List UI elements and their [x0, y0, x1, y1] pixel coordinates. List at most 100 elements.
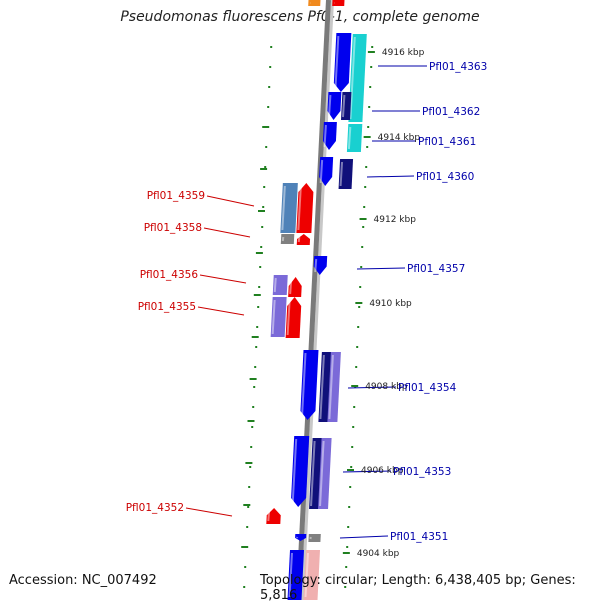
scale-label: 4914 kbp: [378, 133, 421, 143]
gene-feature-top: [332, 0, 344, 6]
tick-inner: [255, 346, 257, 348]
tick-inner: [261, 226, 263, 228]
tick-inner: [265, 146, 267, 148]
backbone: [299, 0, 333, 600]
gene-feature-4358-pair: [281, 234, 295, 244]
tick-major-inner: [241, 546, 248, 548]
tick-inner: [262, 206, 264, 208]
gene-feature-4359-pair: [280, 183, 298, 233]
tick-outer: [371, 46, 373, 48]
tick-outer: [367, 126, 369, 128]
tick-inner: [269, 66, 271, 68]
gene-label: Pfl01_4359: [147, 190, 205, 202]
tick-outer: [362, 226, 364, 228]
tick-outer: [368, 106, 370, 108]
tick-inner: [256, 326, 258, 328]
scale-label: 4912 kbp: [374, 215, 417, 225]
scale-tick: [364, 136, 371, 138]
gene-feature-4358-shine: [299, 237, 300, 242]
backbone-shadow: [303, 0, 333, 600]
tick-major-inner: [256, 252, 263, 254]
scale-tick: [347, 469, 354, 471]
tick-inner: [267, 106, 269, 108]
gene-feature-4362-pair-shine: [343, 95, 344, 117]
gene-label: Pfl01_4356: [140, 269, 199, 281]
tick-major-inner: [250, 378, 257, 380]
gene-feature-4363-ext: [348, 34, 366, 122]
tick-major-inner: [258, 210, 265, 212]
gene-feature-4361-ext-shine: [349, 127, 350, 149]
tick-inner: [257, 306, 259, 308]
tick-outer: [353, 406, 355, 408]
tick-inner: [250, 446, 252, 448]
tick-inner: [270, 46, 272, 48]
gene-feature-4356-shine: [290, 280, 291, 294]
gene-feature-4360-pair: [339, 159, 354, 189]
tick-major-inner: [252, 336, 259, 338]
tick-inner: [253, 386, 255, 388]
gene-label: Pfl01_4357: [407, 263, 465, 275]
tick-inner: [259, 266, 261, 268]
tick-outer: [348, 506, 350, 508]
tick-major-inner: [262, 126, 269, 128]
gene-label: Pfl01_4358: [144, 222, 202, 234]
gene-feature-4359: [296, 183, 313, 233]
gene-feature-4363: [334, 33, 352, 92]
gene-label: Pfl01_4353: [393, 466, 451, 478]
gene-label: Pfl01_4352: [126, 502, 184, 514]
tick-inner: [249, 466, 251, 468]
tick-inner: [254, 366, 256, 368]
tick-inner: [263, 186, 265, 188]
tick-inner: [248, 486, 250, 488]
gene-feature-top-pair: [308, 0, 320, 6]
scale-tick: [355, 302, 362, 304]
scale-tick: [343, 552, 350, 554]
tick-inner: [268, 86, 270, 88]
gene-feature-4358-pair-shine: [283, 237, 284, 241]
tick-outer: [347, 526, 349, 528]
tick-outer: [366, 146, 368, 148]
gene-feature-top-body: [332, 0, 344, 6]
tick-outer: [360, 266, 362, 268]
gene-label: Pfl01_4351: [390, 531, 448, 543]
label-leader: [357, 268, 405, 269]
gene-label: Pfl01_4362: [422, 106, 480, 118]
label-leader: [207, 196, 254, 206]
gene-label: Pfl01_4355: [138, 301, 196, 313]
gene-label: Pfl01_4360: [416, 171, 474, 183]
gene-feature-4354: [300, 350, 318, 420]
tick-major-inner: [254, 294, 261, 296]
tick-inner: [244, 566, 246, 568]
label-leader: [200, 275, 246, 283]
gene-feature-4361-ext: [347, 124, 362, 152]
gene-feature-4355-pair: [271, 297, 287, 337]
tick-outer: [349, 486, 351, 488]
gene-feature-4361: [323, 122, 337, 150]
tick-inner: [264, 166, 266, 168]
tick-outer: [361, 246, 363, 248]
gene-label: Pfl01_4361: [418, 136, 476, 148]
label-leader: [340, 536, 388, 538]
label-leader: [367, 176, 414, 177]
footer-accession: Accession: NC_007492: [9, 573, 157, 588]
gene-feature-4356: [288, 277, 302, 297]
footer-topology: Topology: circular; Length: 6,438,405 bp…: [260, 573, 600, 603]
backbone-line: [299, 0, 329, 600]
gene-feature-4352: [266, 508, 280, 524]
gene-feature-4360: [319, 157, 333, 186]
gene-label: Pfl01_4363: [429, 61, 487, 73]
tick-outer: [355, 366, 357, 368]
tick-outer: [351, 446, 353, 448]
tick-major-inner: [248, 420, 255, 422]
tick-outer: [370, 66, 372, 68]
gene-feature-4356-pair-shine: [275, 278, 276, 292]
gene-feature-4352-shine: [268, 511, 269, 521]
gene-label: Pfl01_4354: [398, 382, 457, 394]
label-leader: [186, 508, 232, 516]
gene-feature-4358: [297, 234, 310, 245]
tick-outer: [369, 86, 371, 88]
tick-inner: [252, 406, 254, 408]
gene-feature-4362-pair: [341, 92, 351, 120]
scale-tick: [360, 218, 367, 220]
tick-outer: [357, 326, 359, 328]
